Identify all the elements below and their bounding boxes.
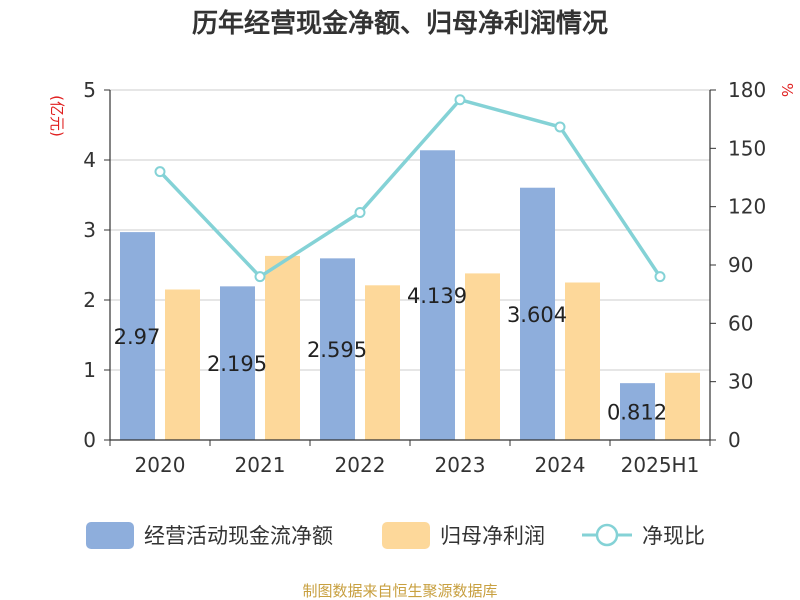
cashflow-bar-2023 [420, 150, 455, 440]
axes: 0 1 2 3 4 5 0 30 60 90 120 150 180 2020 2021 2022 2023 20… [83, 78, 766, 477]
ratio-line-series [154, 94, 666, 283]
left-tick-label-1: 1 [83, 358, 96, 382]
right-tick-label-90: 90 [728, 253, 753, 277]
right-tick-label-180: 180 [728, 78, 766, 102]
cashflow-bar-2021 [220, 286, 255, 440]
right-tick-label-120: 120 [728, 195, 766, 219]
left-tick-label-5: 5 [83, 78, 96, 102]
legend-marker-ratio [595, 523, 619, 547]
left-tick-label-0: 0 [83, 428, 96, 452]
net-profit-bar-2022 [365, 285, 400, 440]
x-tick-label-2022: 2022 [335, 453, 386, 477]
legend-label-cashflow: 经营活动现金流净额 [144, 524, 333, 548]
cashflow-bar-2022 [320, 258, 355, 440]
cashflow-label-2020: 2.97 [114, 325, 161, 349]
chart-title: 历年经营现金净额、归母净利润情况 [192, 8, 608, 39]
cashflow-label-2021: 2.195 [207, 352, 267, 376]
x-tick-label-2021: 2021 [235, 453, 286, 477]
x-tick-label-2023: 2023 [435, 453, 486, 477]
ratio-point-2024 [554, 121, 566, 133]
ratio-point-2025H1 [654, 271, 666, 283]
ratio-point-2020 [154, 166, 166, 178]
legend-swatch-cashflow [86, 522, 134, 549]
left-axis-unit: (亿元) [48, 95, 66, 137]
legend-label-net-profit: 归母净利润 [440, 524, 545, 548]
net-profit-bar-2021 [265, 255, 300, 440]
cashflow-bar-2024 [520, 187, 555, 440]
cashflow-label-2023: 4.139 [407, 284, 467, 308]
ratio-point-2021 [254, 271, 266, 283]
legend: 经营活动现金流净额 归母净利润 净现比 [86, 522, 705, 549]
x-tick-label-2024: 2024 [535, 453, 586, 477]
source-footer: 制图数据来自恒生聚源数据库 [302, 582, 497, 600]
right-axis-unit: % [778, 83, 796, 97]
ratio-point-2022 [354, 207, 366, 218]
legend-swatch-net-profit [382, 522, 430, 549]
bar-data-labels: 2.97 2.195 2.595 4.139 3.604 0.812 [114, 284, 667, 424]
left-tick-label-2: 2 [83, 288, 96, 312]
ratio-line [158, 97, 662, 279]
cashflow-bar-2020 [120, 232, 155, 440]
legend-label-ratio: 净现比 [642, 524, 705, 548]
left-tick-label-4: 4 [83, 148, 96, 172]
left-tick-label-3: 3 [83, 218, 96, 242]
net-profit-bar-2023 [465, 273, 500, 440]
cashflow-bar-2025H1 [620, 383, 655, 440]
right-tick-label-0: 0 [728, 428, 741, 452]
net-profit-bar-2020 [165, 289, 200, 440]
net-profit-bar-2024 [565, 282, 600, 440]
x-tick-label-2025H1: 2025H1 [621, 453, 700, 477]
ratio-point-2023 [454, 94, 466, 106]
x-tick-label-2020: 2020 [135, 453, 186, 477]
cashflow-label-2025H1: 0.812 [607, 401, 667, 425]
right-tick-label-60: 60 [728, 311, 753, 335]
cashflow-label-2024: 3.604 [507, 303, 567, 327]
right-tick-label-150: 150 [728, 136, 766, 160]
right-tick-label-30: 30 [728, 370, 753, 394]
net-profit-bar-2025H1 [665, 372, 700, 440]
grid-lines [110, 89, 710, 371]
bar-series [120, 150, 700, 440]
cashflow-label-2022: 2.595 [307, 338, 367, 362]
